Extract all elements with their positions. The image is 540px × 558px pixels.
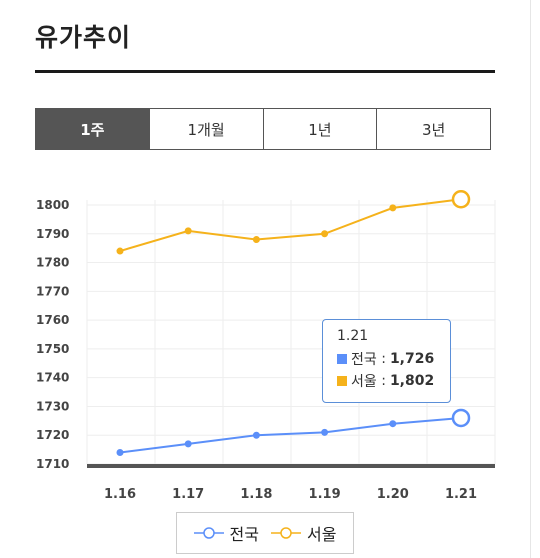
x-tick-label: 1.18 bbox=[240, 487, 272, 502]
tab-1-week[interactable]: 1주 bbox=[36, 109, 149, 149]
data-point bbox=[321, 428, 329, 436]
side-divider bbox=[530, 0, 531, 558]
data-point bbox=[116, 247, 124, 255]
seoul-swatch bbox=[337, 376, 347, 386]
line-circle-icon bbox=[193, 527, 224, 539]
x-tick-label: 1.19 bbox=[309, 487, 341, 502]
x-tick-label: 1.21 bbox=[445, 487, 477, 502]
y-tick-label: 1750 bbox=[36, 342, 69, 356]
data-point bbox=[116, 448, 124, 456]
chart-tooltip: 1.21 전국 : 1,726 서울 : 1,802 bbox=[322, 319, 451, 403]
data-point bbox=[252, 236, 260, 244]
chart-legend: 전국 서울 bbox=[176, 512, 354, 554]
data-point bbox=[389, 204, 397, 212]
line-circle-icon bbox=[271, 527, 301, 539]
tab-1-month[interactable]: 1개월 bbox=[148, 109, 263, 149]
series-line bbox=[119, 416, 462, 454]
data-point bbox=[252, 431, 260, 439]
data-point bbox=[184, 440, 192, 448]
national-swatch bbox=[337, 354, 347, 364]
series-line bbox=[119, 198, 462, 253]
highlighted-data-point bbox=[451, 189, 471, 209]
tooltip-series-value: 1,726 bbox=[389, 351, 435, 367]
title-divider bbox=[35, 70, 495, 73]
legend-label: 전국 bbox=[229, 525, 259, 544]
tooltip-date: 1.21 bbox=[337, 328, 369, 344]
y-tick-label: 1730 bbox=[36, 399, 69, 413]
y-tick-label: 1780 bbox=[36, 256, 69, 270]
x-tick-label: 1.16 bbox=[104, 487, 136, 502]
tooltip-row-seoul: 서울 : 1,802 bbox=[337, 370, 450, 392]
y-tick-label: 1710 bbox=[36, 457, 69, 471]
period-tabs: 1주 1개월 1년 3년 bbox=[35, 108, 491, 150]
data-point bbox=[389, 420, 397, 428]
y-tick-label: 1770 bbox=[36, 284, 69, 298]
legend-item-national[interactable]: 전국 bbox=[193, 521, 259, 545]
tooltip-series-value: 1,802 bbox=[389, 373, 435, 389]
y-tick-label: 1740 bbox=[36, 371, 69, 385]
x-tick-label: 1.20 bbox=[377, 487, 409, 502]
tooltip-row-national: 전국 : 1,726 bbox=[337, 348, 450, 370]
legend-item-seoul[interactable]: 서울 bbox=[271, 521, 336, 545]
tooltip-series-name: 서울 bbox=[351, 374, 377, 390]
data-point bbox=[321, 230, 329, 238]
y-tick-label: 1790 bbox=[36, 227, 69, 241]
y-tick-label: 1760 bbox=[36, 313, 69, 327]
price-trend-chart: 1710 1720 1730 1740 1750 1760 1770 1780 1790 1800… bbox=[36, 189, 496, 502]
highlighted-data-point bbox=[451, 408, 471, 428]
y-tick-label: 1720 bbox=[36, 428, 69, 442]
x-axis-line bbox=[87, 464, 495, 468]
data-point bbox=[184, 227, 192, 235]
tooltip-series-name: 전국 bbox=[351, 352, 377, 368]
y-tick-label: 1800 bbox=[36, 198, 69, 212]
legend-label: 서울 bbox=[307, 525, 337, 544]
page-title: 유가추이 bbox=[35, 23, 132, 52]
tab-1-year[interactable]: 1년 bbox=[262, 109, 377, 149]
x-tick-label: 1.17 bbox=[172, 487, 204, 502]
tab-3-years[interactable]: 3년 bbox=[376, 109, 490, 149]
